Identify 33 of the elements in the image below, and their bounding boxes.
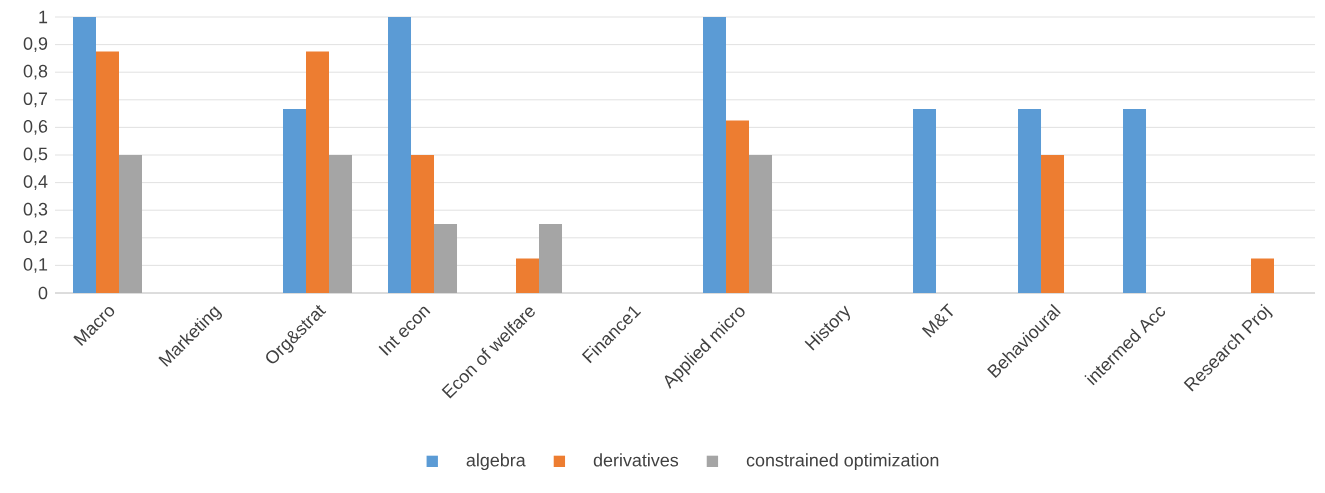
bar bbox=[388, 17, 412, 293]
bar bbox=[1123, 108, 1147, 293]
legend-label: algebra bbox=[466, 453, 526, 471]
bar bbox=[119, 155, 142, 293]
bar bbox=[1041, 155, 1065, 293]
bar bbox=[913, 108, 937, 293]
y-tick-label: 0 bbox=[38, 286, 48, 300]
y-tick-label: 0,8 bbox=[23, 64, 48, 80]
bar bbox=[516, 258, 540, 293]
bar bbox=[411, 155, 435, 293]
y-tick-label: 0,3 bbox=[23, 202, 48, 218]
bar bbox=[749, 155, 773, 293]
y-tick-label: 1 bbox=[39, 10, 48, 24]
y-tick-label: 0,7 bbox=[23, 92, 48, 108]
legend-label: constrained optimization bbox=[746, 453, 939, 471]
y-tick-label: 0,9 bbox=[23, 37, 48, 52]
y-tick-label: 0,6 bbox=[23, 119, 48, 135]
bar bbox=[96, 51, 119, 293]
bar bbox=[726, 120, 750, 293]
y-tick-label: 0,4 bbox=[23, 175, 48, 190]
bar bbox=[434, 224, 458, 293]
y-tick-label: 0,1 bbox=[23, 257, 48, 273]
bar bbox=[73, 17, 96, 293]
bar bbox=[539, 224, 563, 293]
bar bbox=[1251, 258, 1275, 293]
legend-label: derivatives bbox=[593, 453, 679, 467]
bar bbox=[329, 155, 352, 293]
bar bbox=[306, 51, 329, 293]
y-tick-label: 0,5 bbox=[23, 147, 48, 163]
bar bbox=[283, 108, 306, 293]
bar bbox=[1018, 108, 1042, 293]
y-tick-label: 0,2 bbox=[23, 230, 48, 246]
bar bbox=[703, 17, 727, 293]
